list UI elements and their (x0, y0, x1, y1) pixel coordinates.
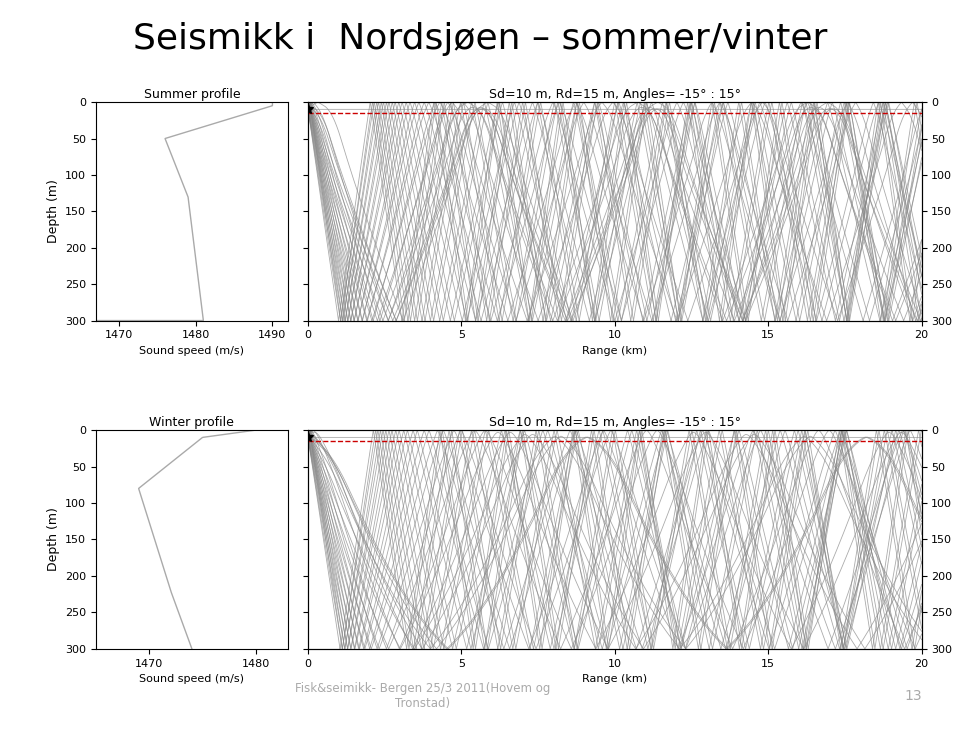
Text: Fisk&seimikk- Bergen 25/3 2011(Hovem og
Tronstad): Fisk&seimikk- Bergen 25/3 2011(Hovem og … (295, 682, 550, 710)
Title: Sd=10 m, Rd=15 m, Angles= -15° : 15°: Sd=10 m, Rd=15 m, Angles= -15° : 15° (489, 88, 741, 101)
Title: Summer profile: Summer profile (144, 88, 240, 101)
X-axis label: Sound speed (m/s): Sound speed (m/s) (139, 346, 245, 356)
X-axis label: Range (km): Range (km) (582, 346, 647, 356)
Y-axis label: Depth (m): Depth (m) (47, 179, 60, 243)
Title: Winter profile: Winter profile (150, 416, 234, 429)
Text: 13: 13 (904, 689, 922, 703)
Text: Seismikk i  Nordsjøen – sommer/vinter: Seismikk i Nordsjøen – sommer/vinter (132, 22, 828, 56)
Y-axis label: Depth (m): Depth (m) (47, 507, 60, 572)
X-axis label: Sound speed (m/s): Sound speed (m/s) (139, 674, 245, 684)
Title: Sd=10 m, Rd=15 m, Angles= -15° : 15°: Sd=10 m, Rd=15 m, Angles= -15° : 15° (489, 416, 741, 429)
X-axis label: Range (km): Range (km) (582, 674, 647, 684)
